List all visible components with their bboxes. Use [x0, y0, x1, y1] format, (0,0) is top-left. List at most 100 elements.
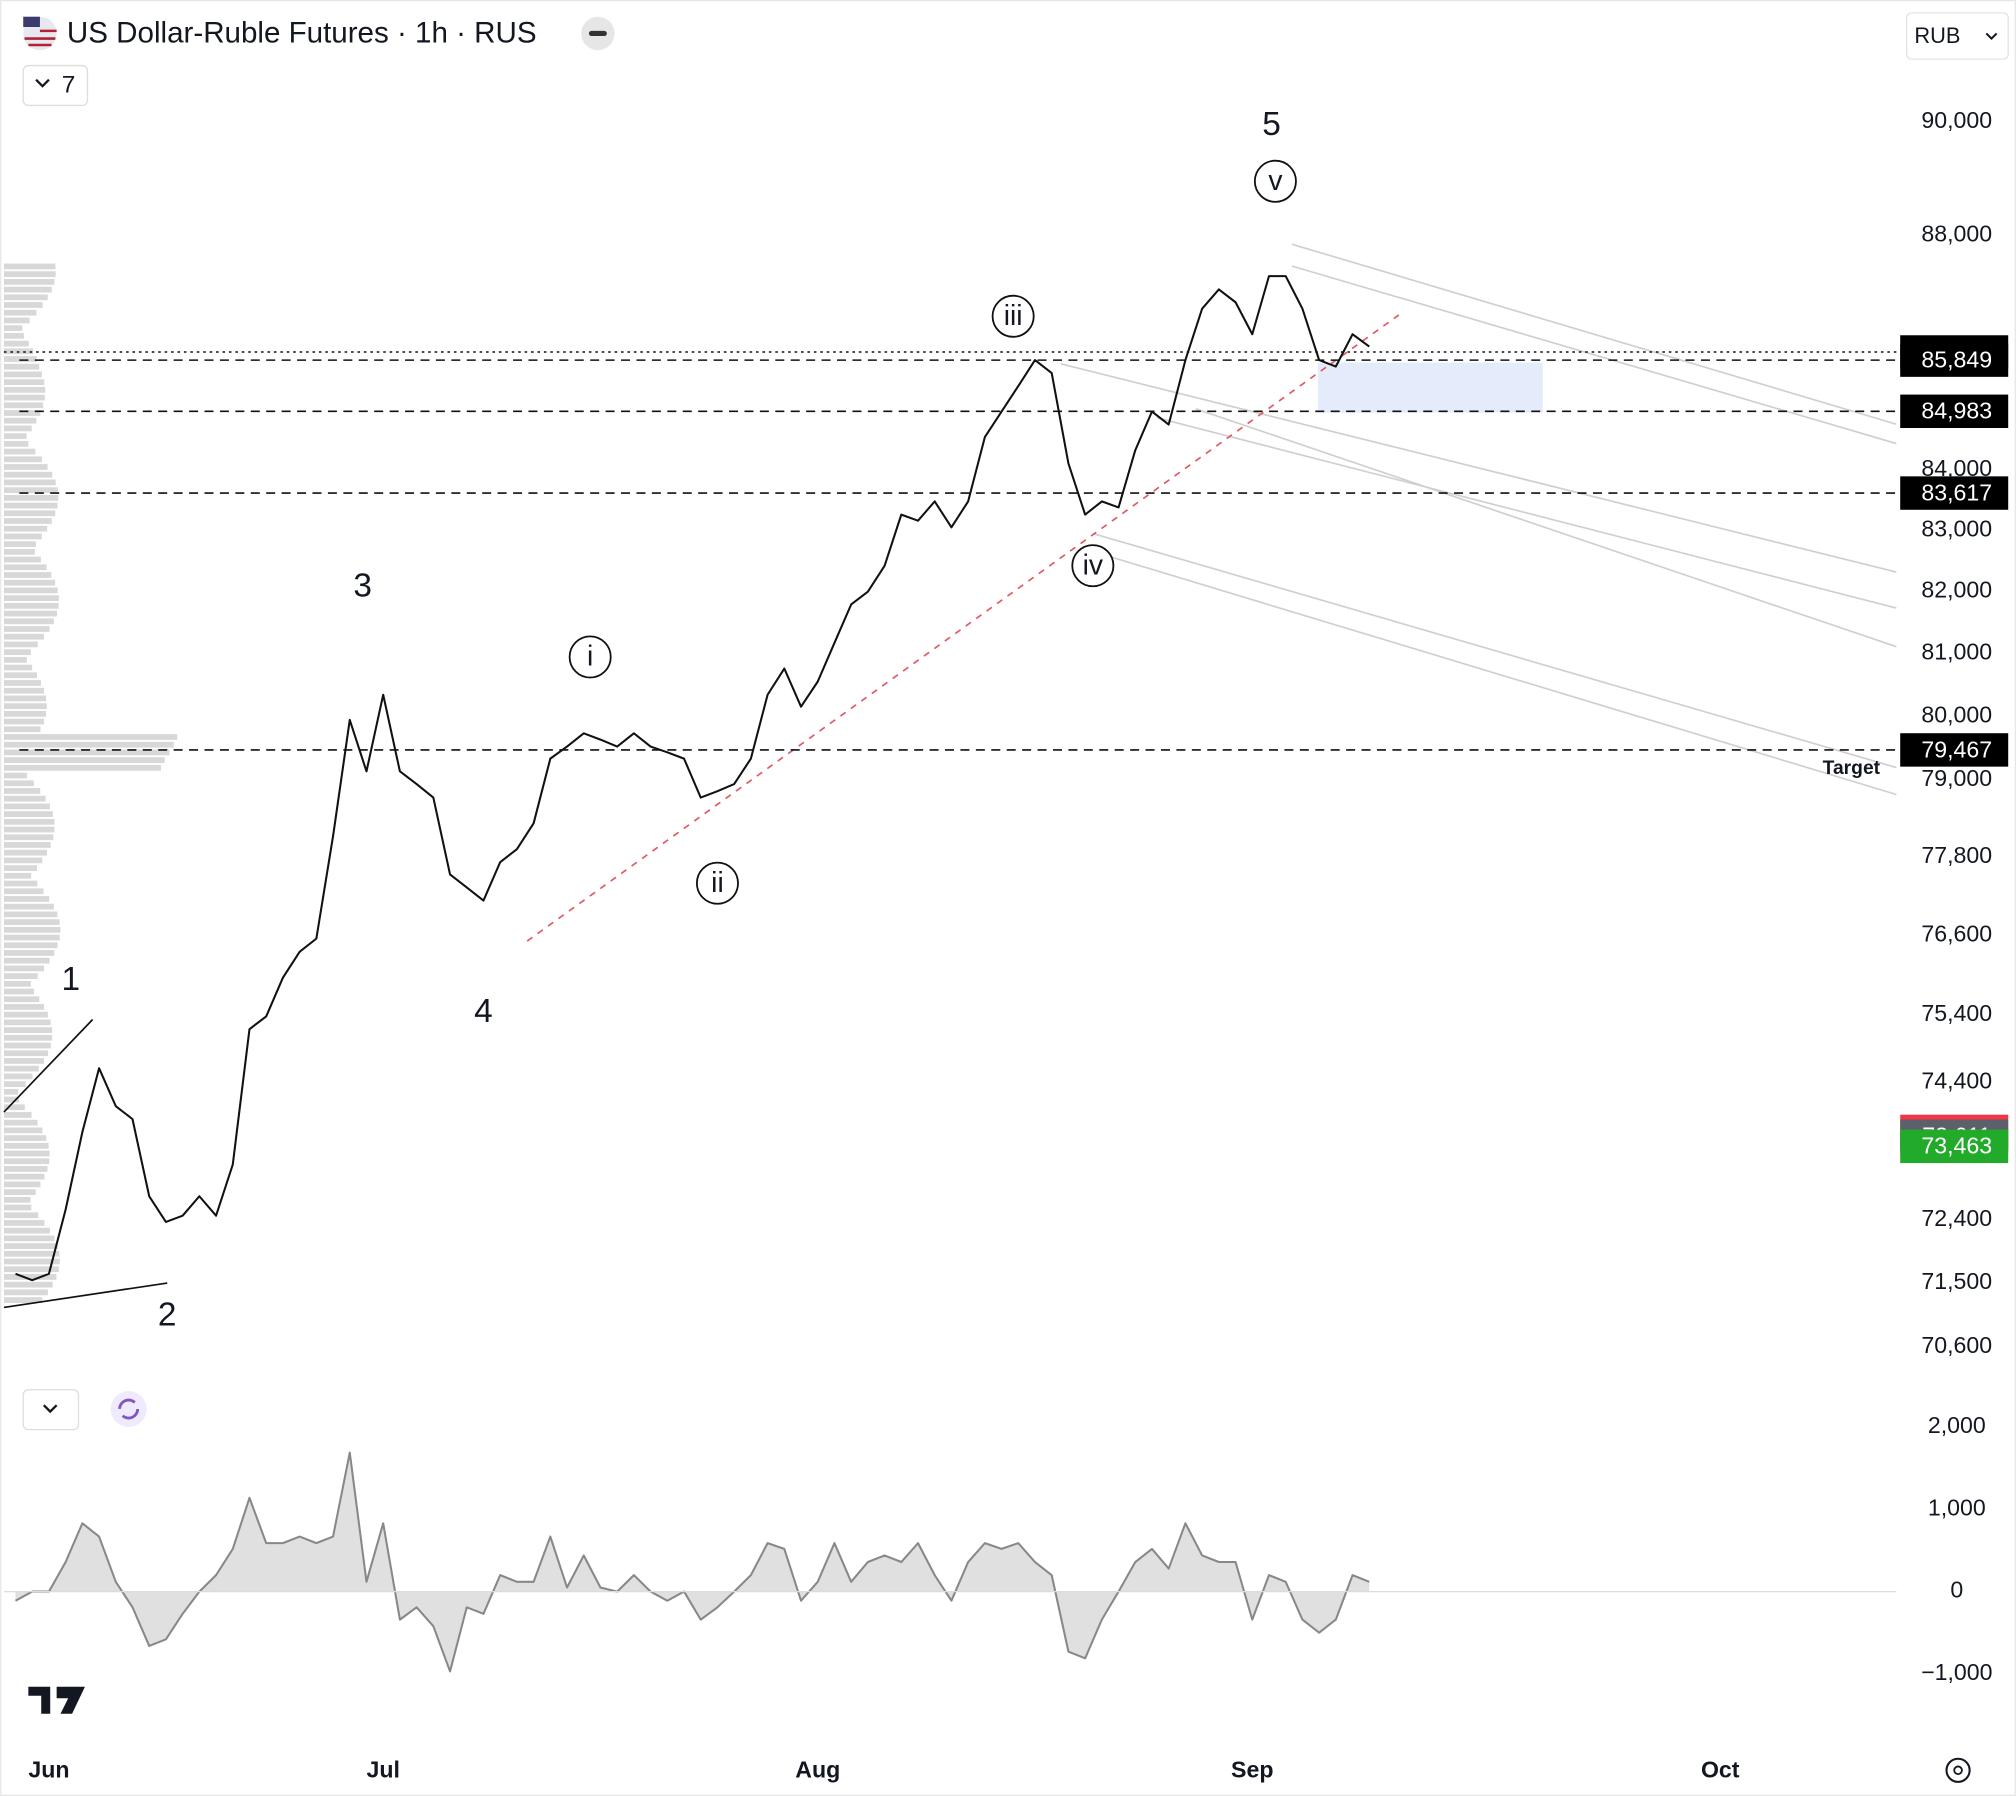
channel-line [1060, 363, 1897, 573]
currency: RUB [1914, 23, 1960, 48]
volume-bar [3, 911, 58, 918]
volume-bar [3, 772, 27, 779]
volume-bar [3, 680, 42, 686]
volume-bar [3, 880, 38, 887]
volume-bar [3, 595, 59, 602]
volume-bar [3, 1204, 32, 1211]
volume-bar [3, 1166, 48, 1172]
volume-bar [3, 710, 47, 717]
price-label: 83,617 [1921, 479, 1992, 505]
volume-bar [3, 633, 45, 640]
volume-bar [3, 888, 44, 895]
volume-bar [3, 834, 54, 841]
x-tick-label: Jun [28, 1757, 69, 1783]
price-label-box [1900, 476, 2009, 510]
channel-line [1156, 417, 1897, 609]
indicators-toggle[interactable] [22, 64, 89, 107]
volume-bar [3, 826, 55, 833]
channel-line [1291, 243, 1897, 426]
refresh-button[interactable] [110, 1391, 147, 1428]
volume-bar [3, 456, 42, 463]
volume-bar [3, 1281, 53, 1288]
volume-bar [3, 525, 48, 532]
y-tick-label: 81,000 [1921, 639, 1992, 665]
volume-bar [3, 996, 40, 1003]
volume-bar [3, 980, 31, 987]
channel-line [1291, 265, 1897, 445]
volume-bar [3, 626, 50, 632]
target-label: Target [1823, 758, 1881, 779]
logo [28, 1686, 85, 1714]
volume-bar [3, 726, 41, 733]
volume-bar [3, 1220, 45, 1226]
volume-bar [3, 263, 56, 270]
volume-bar [3, 988, 35, 995]
volume-bar [3, 394, 45, 401]
volume-bar [3, 602, 59, 609]
volume-bar [3, 464, 48, 470]
volume-bar [3, 934, 60, 941]
status-icon [588, 30, 607, 36]
volume-bar [3, 325, 23, 332]
volume-bar [3, 541, 36, 548]
wave-label: 5 [1262, 106, 1281, 143]
wave-label: 2 [158, 1296, 177, 1333]
volume-bar [3, 286, 52, 293]
y-tick-label: 79,000 [1921, 765, 1992, 791]
volume-bar [3, 1119, 38, 1126]
volume-bar [3, 471, 53, 478]
volume-bar [3, 950, 55, 956]
volume-bar [3, 1235, 55, 1242]
wedge-line [3, 1018, 94, 1113]
x-tick-label: Aug [795, 1757, 840, 1783]
oscillator-line [15, 1451, 1370, 1673]
wave-circle [568, 635, 612, 679]
volume-bar [3, 587, 58, 594]
settings-icon [1953, 1765, 1963, 1776]
price-label: 85,849 [1921, 347, 1992, 373]
wave-label: iv [1083, 548, 1104, 580]
header: US Dollar-Ruble Futures · 1h · RUS 7 RUB [22, 12, 2009, 107]
volume-bar [3, 294, 48, 301]
volume-bar [3, 749, 170, 756]
y-tick-label: 83,000 [1921, 516, 1992, 542]
volume-bar [3, 811, 53, 818]
settings-button[interactable] [1945, 1757, 1971, 1783]
currency-button[interactable] [1906, 12, 2009, 60]
wave-circle [695, 861, 739, 905]
volume-bar [3, 1196, 31, 1203]
y-tick-label: 1,000 [1928, 1494, 1986, 1520]
volume-bar [3, 1058, 45, 1064]
y-tick-label: 0 [1950, 1577, 1963, 1603]
x-tick-label: Sep [1231, 1757, 1273, 1783]
indicator-count: 7 [62, 72, 76, 99]
volume-bar [3, 1250, 60, 1257]
x-tick-label: Jul [366, 1757, 399, 1783]
wave-circle [991, 294, 1035, 338]
volume-bar [3, 1135, 47, 1141]
volume-bar [3, 1027, 53, 1033]
volume-bar [3, 965, 44, 972]
volume-bar [3, 942, 58, 949]
y-tick-label: 71,500 [1921, 1268, 1992, 1294]
volume-bar [3, 572, 52, 578]
volume-bar [3, 1104, 25, 1111]
chevron [42, 1404, 58, 1414]
y-tick-label: 74,400 [1921, 1068, 1992, 1094]
price-label: 79,467 [1921, 736, 1992, 762]
target-zone [1317, 362, 1543, 413]
volume-bar [3, 896, 50, 902]
volume-bar [3, 356, 37, 362]
volume-bar [3, 842, 51, 848]
volume-bar [3, 1096, 20, 1103]
wave-circle [1071, 544, 1115, 588]
volume-bar [3, 1081, 26, 1087]
channel-lines [1060, 243, 1897, 796]
price-label-box [1900, 394, 2009, 429]
volume-bar [3, 741, 174, 748]
channel-line [1105, 554, 1897, 796]
channel-line [1092, 532, 1897, 769]
volume-bar [3, 872, 32, 879]
volume-bar [3, 271, 56, 278]
